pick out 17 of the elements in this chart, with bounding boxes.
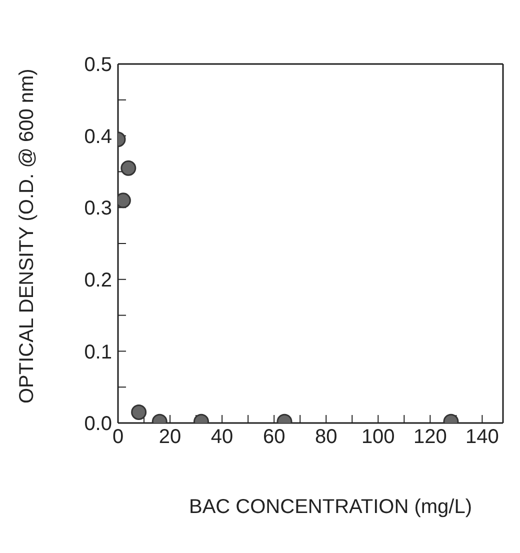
y-axis-title: OPTICAL DENSITY (O.D. @ 600 nm) (16, 68, 38, 404)
x-tick-label: 0 (112, 426, 124, 448)
x-tick-label: 80 (314, 426, 338, 448)
x-axis-title: BAC CONCENTRATION (mg/L) (189, 496, 472, 518)
x-tick-label: 140 (466, 426, 499, 448)
x-tick-label: 100 (361, 426, 395, 448)
y-tick-label: 0.2 (84, 270, 112, 292)
point (120, 160, 136, 176)
x-tick-label: 40 (210, 426, 234, 448)
y-tick-label: 0.4 (84, 126, 112, 148)
y-tick-label: 0.3 (84, 198, 112, 220)
x-tick-label: 20 (158, 426, 182, 448)
y-tick-label: 0.5 (84, 54, 112, 76)
x-tick-label: 60 (262, 426, 286, 448)
y-tick-label: 0.1 (84, 341, 112, 364)
x-tick-label: 120 (413, 426, 447, 448)
y-tick-label: 0.0 (84, 413, 112, 436)
